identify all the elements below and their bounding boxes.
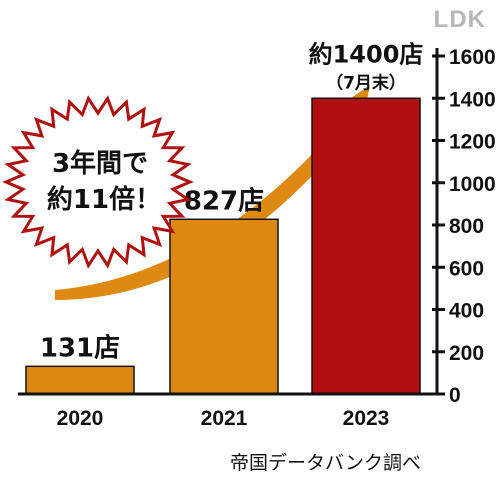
source-note: 帝国データバンク調べ xyxy=(230,452,421,474)
y-tick-label: 1200 xyxy=(449,131,496,154)
value-label-2023: 約1400店 xyxy=(309,40,424,68)
y-tick-label: 600 xyxy=(449,257,484,280)
y-tick-label: 800 xyxy=(449,215,484,238)
value-note-2023: （7月末） xyxy=(326,72,406,93)
y-tick-label: 400 xyxy=(449,300,484,323)
bar-2023 xyxy=(311,97,421,395)
callout-line2: 約11倍！ xyxy=(47,184,161,215)
x-tick-label: 2021 xyxy=(201,407,248,430)
bar-2020 xyxy=(25,365,135,395)
y-tick-label: 200 xyxy=(449,342,484,365)
y-tick-label: 1600 xyxy=(449,46,496,69)
x-axis-labels: 2020 2021 2023 xyxy=(57,407,390,430)
value-label-2021: 827店 xyxy=(184,186,264,216)
y-tick-label: 1400 xyxy=(449,88,496,111)
brand-logo: LDK xyxy=(433,6,486,33)
y-tick-label: 1000 xyxy=(449,173,496,196)
y-tick-label: 0 xyxy=(449,384,461,407)
callout-burst: 3年間で 約11倍！ xyxy=(2,95,194,269)
bar-2021 xyxy=(169,218,279,395)
callout-line1: 3年間で xyxy=(52,148,148,179)
x-tick-label: 2023 xyxy=(343,407,390,430)
value-label-2020: 131店 xyxy=(40,333,120,363)
y-axis: 0 200 400 600 800 1000 1200 1400 1600 xyxy=(432,46,496,407)
x-tick-label: 2020 xyxy=(57,407,104,430)
burst-shape xyxy=(2,95,194,269)
bars xyxy=(18,97,437,396)
value-labels: 131店 827店 約1400店 （7月末） xyxy=(40,40,424,363)
